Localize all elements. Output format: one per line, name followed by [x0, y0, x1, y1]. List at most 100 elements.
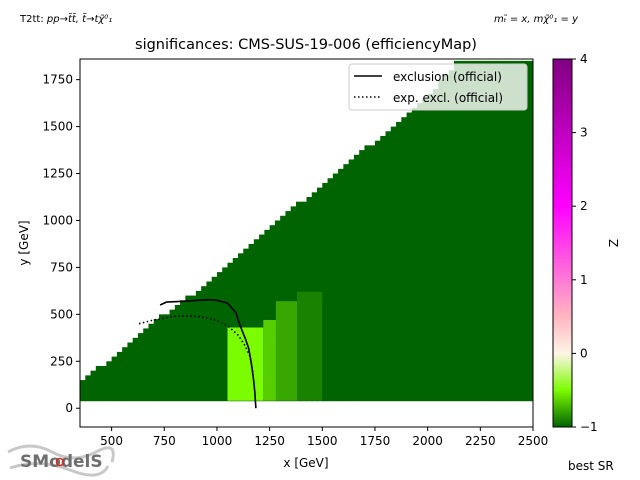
logo-dot — [55, 457, 65, 467]
significance-cell — [297, 291, 323, 401]
heatmap-column — [390, 126, 397, 402]
colorbar-tick-label: 4 — [580, 52, 588, 66]
heatmap-column — [438, 79, 444, 402]
logo-scribble — [7, 444, 115, 477]
x-tick-label: 2500 — [518, 434, 549, 448]
heatmap-column — [248, 243, 255, 402]
y-tick-label: 250 — [50, 354, 73, 368]
heatmap-column — [427, 93, 434, 402]
heatmap-column — [527, 60, 533, 402]
heatmap-column — [359, 150, 365, 402]
x-tick-label: 1500 — [307, 434, 338, 448]
colorbar-tick-label: 0 — [580, 346, 588, 360]
heatmap-column — [517, 60, 523, 402]
heatmap-column — [153, 319, 160, 402]
heatmap-column — [148, 323, 155, 402]
legend-box — [348, 63, 528, 111]
y-tick-label: 750 — [50, 260, 73, 274]
heatmap-column — [322, 182, 329, 402]
heatmap-column — [369, 145, 376, 402]
heatmap-column — [132, 337, 139, 402]
legend-entry-exclusion: exclusion (official) — [393, 70, 502, 84]
logo-text: SModelS — [20, 452, 103, 472]
heatmap-column — [422, 98, 429, 402]
heatmap-column — [211, 276, 218, 402]
y-tick-label: 500 — [50, 307, 73, 321]
heatmap-column — [185, 295, 192, 402]
heatmap-column — [448, 70, 455, 402]
heatmap-column — [374, 140, 381, 402]
heatmap-column — [332, 173, 339, 402]
heatmap-column — [411, 107, 418, 402]
x-tick-label: 1250 — [254, 434, 285, 448]
heatmap-column — [174, 304, 181, 402]
colorbar — [552, 58, 573, 428]
best-sr-label: best SR — [568, 459, 614, 473]
colorbar-tick-label: 3 — [580, 126, 588, 140]
heatmap-column — [459, 60, 466, 402]
heatmap-column — [432, 89, 439, 402]
colorbar-tick-label: −1 — [580, 420, 598, 434]
x-tick-label: 750 — [153, 434, 176, 448]
heatmap-column — [417, 103, 423, 402]
heatmap-column — [164, 314, 171, 402]
heatmap-column — [253, 239, 260, 402]
heatmap-column — [116, 351, 123, 402]
smodels-logo: SModelS — [7, 444, 115, 477]
heatmap-column — [101, 365, 107, 402]
y-tick-label: 1750 — [42, 73, 73, 87]
top-right-formula: mₜ̃ = x, mχ̃⁰₁ = y — [494, 13, 579, 25]
y-tick-label: 0 — [65, 401, 73, 415]
heatmap-column — [90, 370, 97, 402]
heatmap-column — [85, 375, 92, 402]
colorbar-label: Z — [607, 239, 621, 247]
heatmap-column — [453, 60, 460, 402]
y-tick-label: 1000 — [42, 213, 73, 227]
top-left-label: T2tt: pp→t̃t̃, t̃→tχ̃⁰₁ — [19, 12, 112, 25]
heatmap-column — [159, 314, 165, 402]
heatmap-column — [396, 121, 402, 402]
heatmap-column — [475, 60, 481, 402]
heatmap-column — [106, 361, 113, 402]
heatmap-column — [180, 300, 186, 402]
x-tick-label: 1000 — [202, 434, 233, 448]
heatmap-column — [506, 60, 513, 402]
y-tick-label: 1250 — [42, 167, 73, 181]
heatmap-column — [490, 60, 497, 402]
heatmap-column — [111, 356, 118, 402]
heatmap-column — [169, 309, 176, 402]
heatmap-column — [443, 74, 450, 402]
heatmap-column — [127, 342, 134, 402]
x-tick-label: 1750 — [360, 434, 391, 448]
heatmap-column — [243, 248, 250, 402]
heatmap-column — [485, 60, 492, 402]
heatmap-column — [343, 164, 350, 402]
heatmap-column — [522, 60, 529, 402]
heatmap-column — [269, 225, 276, 402]
heatmap-column — [511, 60, 518, 402]
heatmap-column — [201, 286, 207, 402]
x-tick-label: 500 — [100, 434, 123, 448]
heatmap-column — [216, 272, 223, 402]
heatmap-column — [401, 117, 408, 402]
heatmap-column — [95, 365, 102, 402]
heatmap-column — [143, 328, 149, 402]
heatmap-column — [348, 159, 355, 402]
expected-exclusion-curve — [138, 315, 254, 373]
heatmap-column — [353, 154, 360, 402]
y-axis-label: y [GeV] — [17, 220, 31, 265]
heatmap-column — [206, 281, 213, 402]
significance-cell — [263, 319, 276, 401]
heatmap-column — [501, 60, 508, 402]
x-axis-label: x [GeV] — [283, 456, 328, 470]
heatmap-column — [122, 347, 128, 402]
heatmap-column — [264, 229, 271, 402]
heatmap-column — [480, 60, 487, 402]
heatmap-column — [222, 267, 228, 402]
x-tick-label: 2250 — [465, 434, 496, 448]
colorbar-tick-label: 2 — [580, 199, 588, 213]
heatmap-column — [380, 135, 387, 402]
significance-cell — [275, 301, 298, 401]
heatmap-column — [259, 234, 265, 402]
